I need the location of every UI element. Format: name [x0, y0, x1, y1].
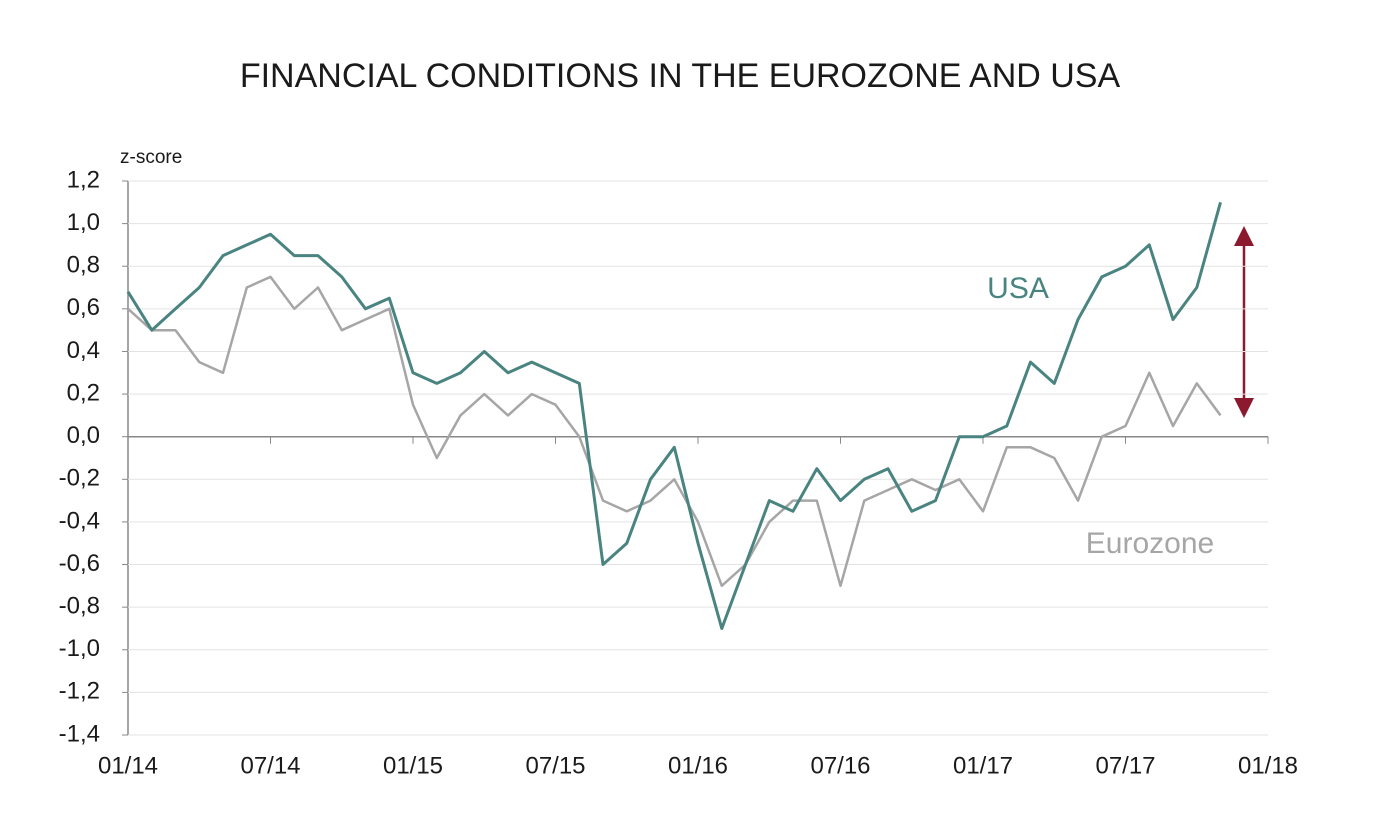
y-tick-label: 0,2 — [67, 379, 100, 406]
y-axis-label: z-score — [120, 147, 182, 168]
x-tick-label: 07/17 — [1095, 752, 1155, 779]
x-tick-label: 01/15 — [383, 752, 443, 779]
y-tick-label: -0,8 — [59, 592, 100, 619]
y-tick-label: -0,4 — [59, 507, 100, 534]
y-tick-label: -0,2 — [59, 465, 100, 492]
x-tick-label: 01/14 — [98, 752, 158, 779]
y-tick-label: 1,2 — [67, 166, 100, 193]
y-tick-label: 0,0 — [67, 422, 100, 449]
x-tick-label: 01/18 — [1238, 752, 1298, 779]
y-tick-label: -1,0 — [59, 635, 100, 662]
y-tick-label: -1,2 — [59, 678, 100, 705]
y-tick-label: -0,6 — [59, 550, 100, 577]
chart-title: FINANCIAL CONDITIONS IN THE EUROZONE AND… — [240, 57, 1121, 95]
y-tick-label: 0,4 — [67, 337, 100, 364]
x-tick-label: 01/17 — [953, 752, 1013, 779]
x-tick-label: 01/16 — [668, 752, 728, 779]
series-line — [127, 275, 1222, 588]
y-tick-label: 0,8 — [67, 252, 100, 279]
x-tick-label: 07/15 — [525, 752, 585, 779]
y-tick-label: 0,6 — [67, 294, 100, 321]
x-tick-label: 07/16 — [810, 752, 870, 779]
series-label: USA — [987, 272, 1049, 305]
y-tick-label: -1,4 — [59, 720, 100, 747]
y-tick-label: 1,0 — [67, 209, 100, 236]
series-label: Eurozone — [1086, 527, 1214, 560]
x-tick-label: 07/14 — [240, 752, 300, 779]
series-line — [126, 201, 1222, 630]
